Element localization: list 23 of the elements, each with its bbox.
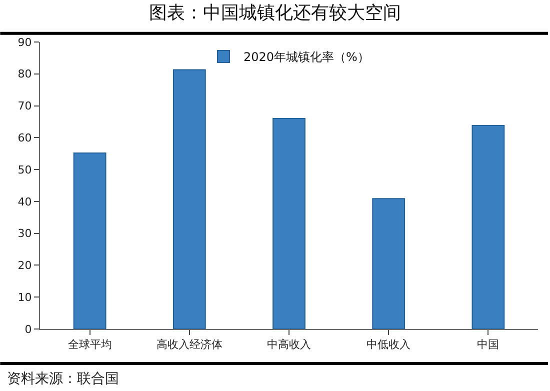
y-tick-label: 20 xyxy=(18,259,32,272)
y-tick-label: 60 xyxy=(18,132,32,145)
y-tick-label: 90 xyxy=(18,36,32,49)
y-tick-label: 40 xyxy=(18,195,32,208)
chart-title: 图表：中国城镇化还有较大空间 xyxy=(149,2,401,24)
x-tick-label: 全球平均 xyxy=(68,338,112,352)
x-tick-label: 中国 xyxy=(477,338,500,352)
x-tick-label: 中低收入 xyxy=(366,338,411,352)
y-tick-label: 50 xyxy=(18,163,32,176)
y-tick-label: 80 xyxy=(18,68,32,81)
x-tick-label: 高收入经济体 xyxy=(156,338,222,352)
text: 资料来源：联合国 xyxy=(7,371,119,387)
bar xyxy=(172,69,206,329)
legend-label: 2020年城镇化率（%） xyxy=(244,50,370,64)
bar xyxy=(472,125,505,329)
y-tick-label: 0 xyxy=(24,322,32,336)
y-tick-label: 30 xyxy=(18,227,32,240)
x-tick-label: 中高收入 xyxy=(267,338,311,352)
y-tick-label: 70 xyxy=(18,100,32,113)
y-tick-label: 10 xyxy=(18,290,32,304)
bar xyxy=(372,198,406,329)
bar xyxy=(272,118,306,329)
bar xyxy=(73,152,106,329)
